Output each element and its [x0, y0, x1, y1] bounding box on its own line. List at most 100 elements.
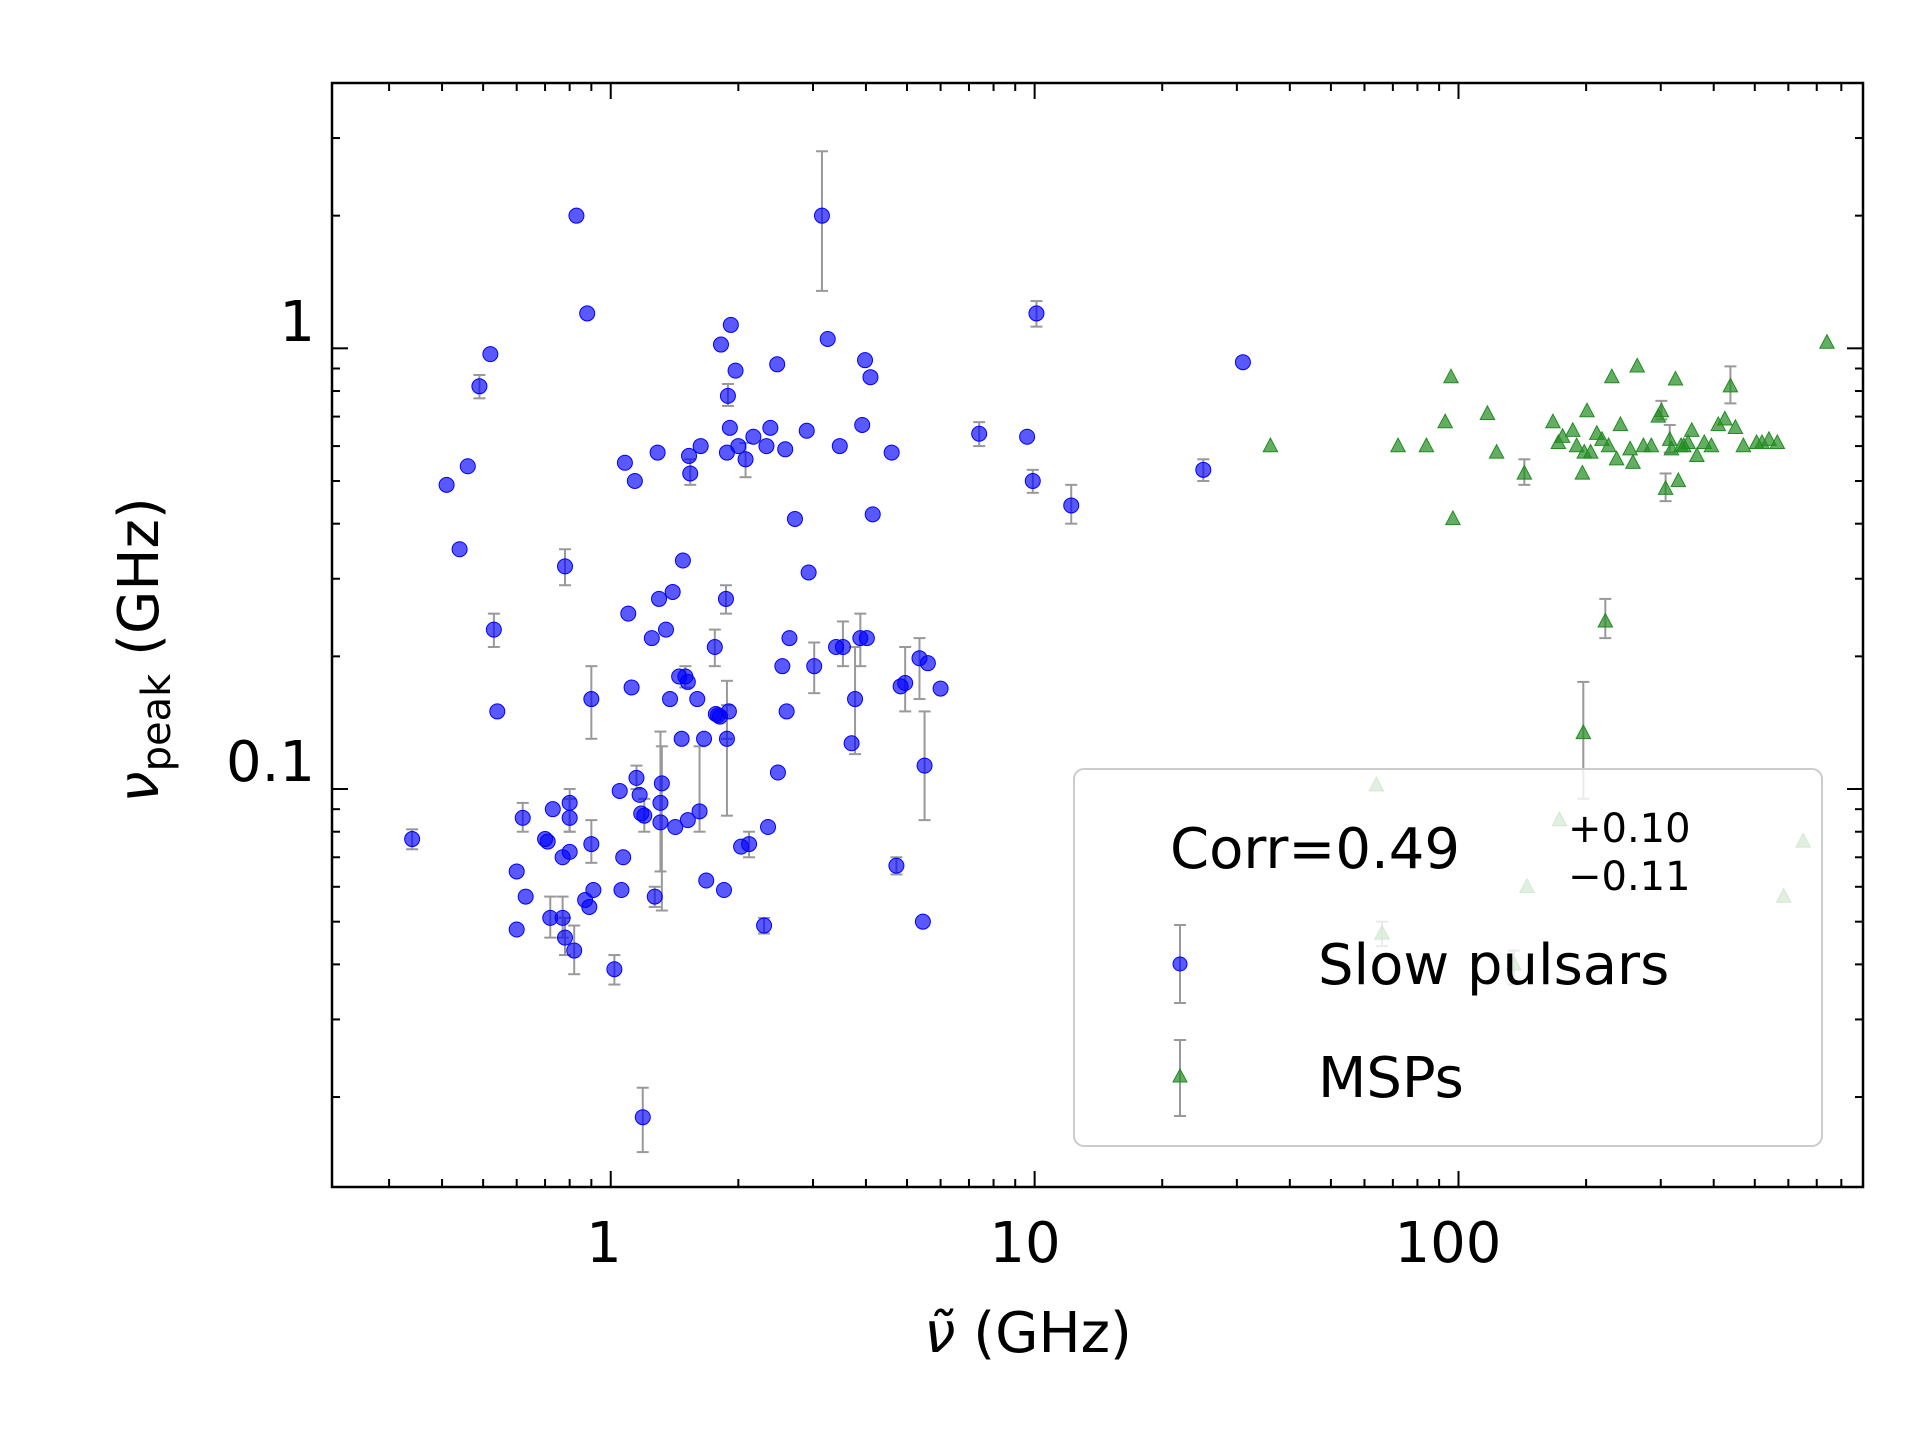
msp-point: [1574, 464, 1591, 480]
slow-pulsar-point: [646, 888, 663, 905]
slow-pulsar-point: [585, 881, 602, 898]
slow-pulsar-point: [489, 703, 506, 720]
slow-pulsar-point: [919, 655, 936, 672]
slow-pulsar-point: [1024, 472, 1041, 489]
slow-pulsar-point: [854, 416, 871, 433]
msp-point: [1564, 421, 1581, 437]
slow-pulsar-point: [636, 807, 653, 824]
slow-pulsar-point: [706, 639, 723, 656]
slow-pulsar-point: [615, 849, 632, 866]
msp-point: [1600, 437, 1617, 453]
slow-pulsar-point: [554, 909, 571, 926]
slow-pulsar-point: [847, 691, 864, 708]
msp-point: [1735, 437, 1752, 453]
x-axis-unit-spacer: [955, 1301, 973, 1366]
slow-pulsar-point: [857, 352, 874, 369]
msp-point: [1390, 437, 1407, 453]
slow-pulsar-point: [438, 476, 455, 493]
x-axis-label: ν̃ (GHz): [924, 1301, 1132, 1366]
slow-pulsar-point: [774, 658, 791, 675]
slow-pulsar-point: [883, 444, 900, 461]
slow-pulsar-point: [1019, 428, 1036, 445]
slow-pulsar-point: [781, 630, 798, 647]
slow-pulsar-point: [508, 921, 525, 938]
slow-pulsar-point: [971, 425, 988, 442]
msp-point: [1657, 479, 1674, 495]
slow-pulsar-point: [689, 691, 706, 708]
slow-pulsar-point: [800, 564, 817, 581]
slow-pulsar-point: [914, 913, 931, 930]
slow-pulsar-point: [717, 590, 734, 607]
slow-pulsar-point: [611, 782, 628, 799]
slow-pulsar-point: [843, 735, 860, 752]
msp-point: [1612, 415, 1629, 432]
slow-pulsar-point: [720, 703, 737, 720]
legend-box: [1073, 768, 1823, 1147]
slow-pulsar-point: [858, 630, 875, 647]
msp-point: [1727, 418, 1744, 434]
slow-pulsar-point: [778, 703, 795, 720]
msp-point: [1629, 357, 1646, 373]
slow-pulsar-point: [698, 872, 715, 889]
legend-slow-marker: [1172, 956, 1188, 972]
correlation-value: Corr=0.49: [1170, 817, 1460, 882]
slow-pulsar-point: [583, 691, 600, 708]
slow-pulsar-point: [888, 857, 905, 874]
y-axis-label-text: νpeak (GHz): [107, 497, 180, 802]
slow-pulsar-point: [916, 757, 933, 774]
slow-pulsar-point: [681, 447, 698, 464]
slow-pulsar-point: [404, 831, 421, 848]
msp-point: [1661, 430, 1678, 446]
slow-pulsar-point: [539, 833, 556, 850]
slow-pulsar-point: [667, 818, 684, 835]
x-tick-label-10: 10: [989, 1211, 1060, 1276]
slow-pulsar-point: [769, 356, 786, 373]
slow-pulsar-point: [579, 305, 596, 322]
slow-pulsar-point: [679, 673, 696, 690]
slow-pulsar-point: [786, 510, 803, 527]
slow-pulsar-point: [762, 419, 779, 436]
slow-pulsar-point: [1028, 305, 1045, 322]
slow-pulsar-point: [626, 472, 643, 489]
msp-point: [1444, 509, 1461, 526]
slow-pulsar-point: [459, 458, 476, 475]
msp-point: [1722, 377, 1739, 393]
legend-msp-marker: [1172, 1067, 1188, 1083]
y-axis-symbol: ν: [107, 771, 172, 802]
slow-pulsar-point: [561, 843, 578, 860]
slow-pulsar-point: [613, 881, 630, 898]
msp-point: [1418, 437, 1435, 453]
slow-pulsar-point: [616, 454, 633, 471]
slow-pulsar-point: [691, 803, 708, 820]
x-tick-label-100: 100: [1395, 1211, 1502, 1276]
slow-pulsar-point: [730, 438, 747, 455]
y-tick-label-1: 1: [279, 290, 315, 355]
slow-pulsar-point: [561, 809, 578, 826]
msp-point: [1575, 723, 1592, 740]
slow-pulsar-point: [862, 369, 879, 386]
legend: Corr=0.49 +0.10 −0.11 Slow pulsars MSPs: [1073, 768, 1823, 1147]
msp-point: [1568, 437, 1585, 453]
slow-pulsar-point: [696, 730, 713, 747]
msp-point: [1488, 443, 1505, 459]
slow-pulsar-point: [1195, 461, 1212, 478]
msp-point: [1716, 410, 1733, 426]
slow-pulsar-point: [777, 441, 794, 458]
slow-pulsar-point: [673, 730, 690, 747]
data-marks: [404, 150, 1835, 1154]
slow-pulsar-point: [692, 438, 709, 455]
slow-pulsar-point: [798, 422, 815, 439]
msp-point: [1680, 433, 1697, 450]
slow-pulsar-point: [682, 465, 699, 482]
slow-pulsar-point: [819, 330, 836, 347]
slow-pulsar-point: [653, 775, 670, 792]
y-axis-subscript: peak: [134, 673, 180, 772]
slow-pulsar-point: [715, 881, 732, 898]
slow-pulsar-point: [813, 207, 830, 224]
slow-pulsar-point: [606, 961, 623, 978]
slow-pulsar-point: [581, 898, 598, 915]
msp-point: [1622, 440, 1639, 456]
msp-point: [1670, 471, 1687, 488]
slow-pulsar-point: [634, 1109, 651, 1126]
slow-pulsar-point: [664, 583, 681, 600]
